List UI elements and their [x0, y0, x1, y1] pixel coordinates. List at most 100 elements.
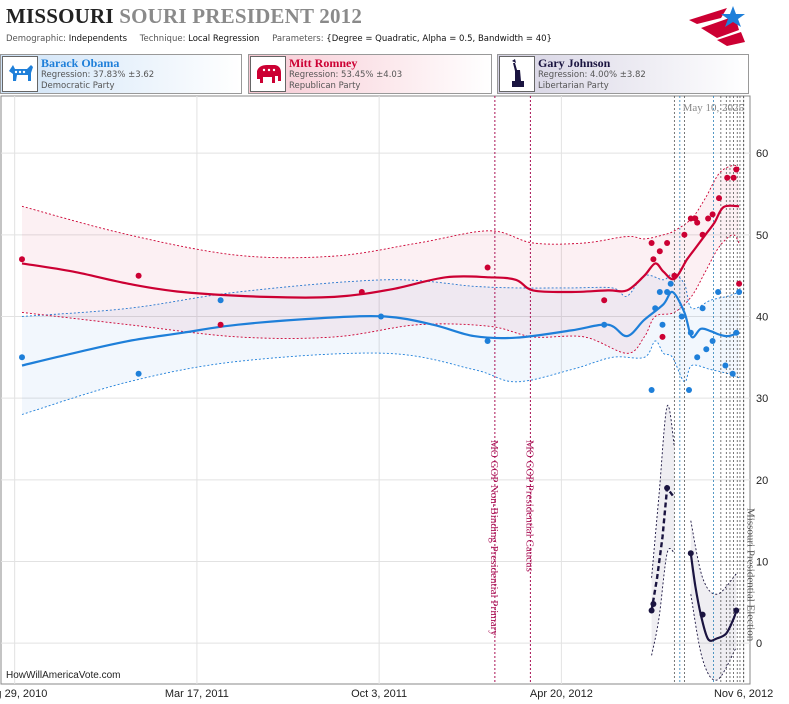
romney-poll-point: [135, 272, 142, 279]
watermark: HowWillAmericaVote.com: [6, 670, 120, 681]
date-stamp: May 10, 2025: [683, 102, 745, 114]
obama-poll-point: [686, 387, 692, 393]
event-lines: MO GOP Non-Binding Presidential Primary M…: [488, 96, 757, 684]
parameters-label: Parameters:: [272, 34, 324, 44]
romney-poll-point: [730, 174, 737, 181]
x-tick-label: Apr 20, 2012: [530, 688, 593, 700]
plot-frame: [0, 95, 751, 685]
johnson-poll-point: [650, 601, 657, 607]
johnson-poll-point: [687, 550, 694, 557]
obama-poll-point: [484, 338, 491, 344]
event-label: MO GOP Non-Binding Presidential Primary: [488, 440, 500, 636]
johnson-trend-line: [689, 553, 738, 642]
y-tick-label: 30: [756, 393, 768, 405]
parameters-value: {Degree = Quadratic, Alpha = 0.5, Bandwi…: [326, 34, 552, 44]
johnson-poll-point: [648, 607, 655, 614]
title-sub: SOURI PRESIDENT 2012: [119, 4, 363, 28]
elephant-icon: [250, 56, 286, 92]
event-label: MO GOP Presidential Caucus: [523, 440, 535, 572]
johnson-band-2-lower: [690, 594, 737, 681]
y-tick-label: 60: [756, 148, 768, 160]
obama-band: [22, 273, 740, 415]
candidate-party: Democratic Party: [41, 81, 115, 91]
romney-poll-point: [671, 272, 678, 279]
romney-poll-point: [484, 264, 491, 271]
obama-poll-point: [715, 289, 722, 295]
obama-poll-point: [736, 289, 743, 295]
parameters-line: Demographic: Independents Technique: Loc…: [6, 34, 562, 44]
candidate-party: Libertarian Party: [538, 81, 609, 91]
romney-band: [22, 165, 740, 354]
y-tick-label: 50: [756, 230, 768, 242]
technique-label: Technique:: [139, 34, 186, 44]
poll-points: [19, 166, 743, 618]
obama-poll-point: [648, 387, 655, 393]
johnson-trend-line-dashed: [650, 484, 676, 611]
romney-poll-point: [664, 240, 671, 246]
obama-band-lower: [21, 340, 740, 415]
romney-poll-point: [656, 248, 663, 255]
technique-value: Local Regression: [188, 34, 260, 44]
y-tick-label: 40: [756, 312, 768, 324]
johnson-poll-point: [664, 485, 671, 491]
x-tick-label: Nov 6, 2012: [714, 688, 773, 700]
obama-poll-point: [733, 329, 740, 336]
johnson-band-2-upper: [690, 520, 737, 595]
obama-poll-point: [659, 321, 666, 328]
candidate-regression: Regression: 4.00% ±3.82: [538, 70, 646, 80]
romney-poll-point: [705, 215, 712, 222]
obama-band-upper: [21, 273, 740, 317]
romney-poll-point: [699, 231, 706, 238]
romney-band-upper: [21, 164, 740, 259]
obama-poll-point: [664, 289, 671, 295]
star-flag-logo-icon: [689, 6, 745, 46]
chart-header: MISSOURI SOURI PRESIDENT 2012 Demographi…: [0, 0, 789, 50]
johnson-poll-point: [699, 611, 706, 618]
legend-johnson: Gary Johnson Regression: 4.00% ±3.82 Lib…: [497, 54, 749, 94]
obama-poll-point: [699, 305, 706, 312]
romney-band-lower: [21, 234, 740, 354]
johnson-band-1-upper: [651, 405, 675, 578]
romney-poll-point: [733, 166, 740, 173]
romney-poll-point: [650, 256, 657, 263]
obama-poll-point: [729, 370, 736, 377]
demographic-label: Demographic:: [6, 34, 67, 44]
candidate-name: Mitt Romney: [289, 56, 358, 70]
romney-poll-point: [358, 289, 365, 295]
donkey-icon: [2, 56, 38, 92]
romney-poll-point: [694, 219, 701, 226]
romney-poll-point: [19, 256, 25, 263]
candidate-regression: Regression: 53.45% ±4.03: [289, 70, 403, 80]
romney-poll-point: [217, 321, 224, 328]
obama-poll-point: [652, 305, 659, 312]
candidate-party: Republican Party: [289, 81, 361, 91]
obama-poll-point: [722, 362, 729, 369]
romney-trend-line: [21, 204, 740, 299]
obama-poll-point: [709, 338, 716, 344]
axis-labels: 0 10 20 30 40 50 60 Aug 29, 2010 Mar 17, 2011 Oct…: [0, 148, 773, 700]
title-main: MISSOURI: [6, 4, 114, 28]
obama-poll-point: [135, 370, 142, 377]
legend-romney: Mitt Romney Regression: 53.45% ±4.03 Rep…: [248, 54, 492, 94]
candidate-name: Barack Obama: [41, 56, 120, 70]
candidate-legend: Barack Obama Regression: 37.83% ±3.62 De…: [0, 54, 789, 94]
event-label: Missouri Presidential Election: [745, 508, 757, 642]
romney-poll-point: [687, 215, 694, 222]
obama-poll-point: [687, 329, 694, 336]
x-tick-label: Aug 29, 2010: [0, 688, 47, 700]
obama-poll-point: [19, 354, 25, 361]
candidate-regression: Regression: 37.83% ±3.62: [41, 70, 155, 80]
romney-poll-point: [648, 240, 655, 246]
romney-poll-point: [736, 280, 743, 287]
chart-title: MISSOURI SOURI PRESIDENT 2012: [6, 4, 362, 29]
obama-poll-point: [703, 346, 710, 353]
liberty-statue-icon: [499, 56, 535, 92]
obama-poll-point: [217, 297, 224, 304]
demographic-value: Independents: [68, 34, 128, 44]
candidate-name: Gary Johnson: [538, 56, 611, 70]
romney-poll-point: [724, 174, 731, 181]
y-tick-label: 20: [756, 475, 768, 487]
x-tick-label: Mar 17, 2011: [165, 688, 229, 700]
romney-poll-point: [601, 297, 608, 304]
